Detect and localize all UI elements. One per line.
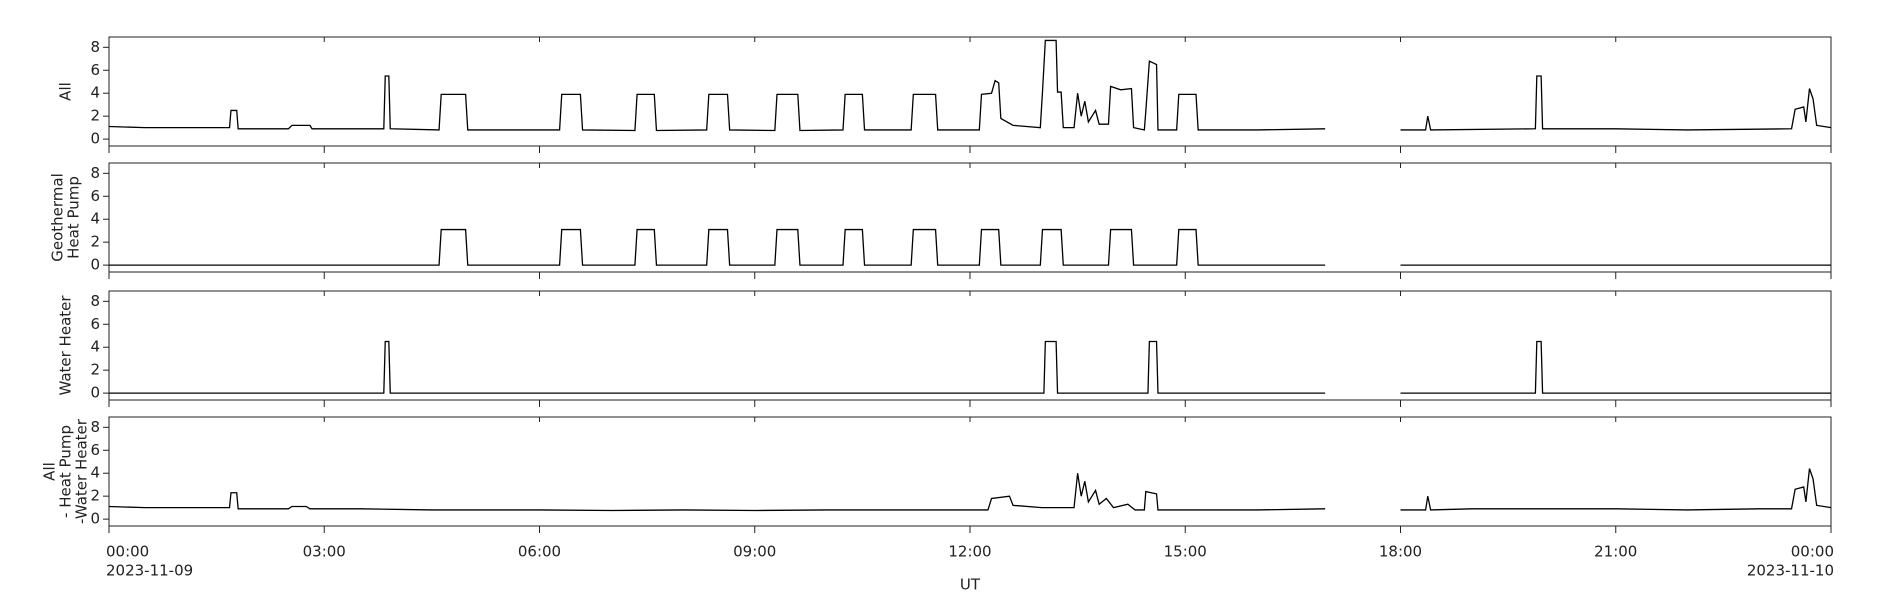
- x-tick-label: 21:00: [1594, 543, 1637, 561]
- data-line: [109, 228, 1831, 266]
- x-tick-label: 15:00: [1164, 543, 1207, 561]
- y-tick-label: 0: [90, 510, 100, 528]
- y-tick-label: 2: [90, 233, 100, 251]
- y-tick-label: 0: [90, 256, 100, 274]
- x-tick-label: 09:00: [733, 543, 776, 561]
- y-axis-label: -Water Heater: [73, 418, 91, 524]
- x-tick-label: 06:00: [518, 543, 561, 561]
- x-tick-label: 00:00: [106, 543, 149, 561]
- y-axis-label: All: [41, 462, 59, 481]
- y-tick-label: 4: [90, 210, 100, 228]
- y-axis-label: Heat Pump: [65, 176, 83, 259]
- y-tick-label: 6: [90, 441, 100, 459]
- y-tick-label: 4: [90, 464, 100, 482]
- y-tick-label: 8: [90, 292, 100, 310]
- y-tick-label: 2: [90, 487, 100, 505]
- panel-frame: [108, 162, 1832, 273]
- data-line: [108, 468, 1832, 512]
- x-tick-label: 03:00: [303, 543, 346, 561]
- y-axis-label: - Heat Pump: [57, 425, 75, 518]
- y-tick-label: 6: [90, 315, 100, 333]
- x-tick-label: 18:00: [1379, 543, 1422, 561]
- y-tick-label: 6: [90, 187, 100, 205]
- y-tick-label: 8: [90, 38, 100, 56]
- x-date-label: 2023-11-09: [106, 562, 193, 580]
- data-line: [108, 39, 1832, 132]
- y-tick-label: 0: [90, 130, 100, 148]
- x-date-label: 2023-11-10: [1747, 562, 1834, 580]
- y-tick-label: 2: [90, 361, 100, 379]
- x-tick-label: 00:00: [1791, 543, 1834, 561]
- y-axis-label: Geothermal: [49, 173, 67, 262]
- x-tick-label: 12:00: [948, 543, 991, 561]
- y-tick-label: 4: [90, 84, 100, 102]
- y-tick-label: 0: [90, 384, 100, 402]
- y-tick-label: 4: [90, 338, 100, 356]
- x-axis-label: UT: [960, 576, 981, 594]
- y-tick-label: 6: [90, 61, 100, 79]
- y-axis-label: Water Heater: [57, 295, 75, 396]
- y-tick-label: 2: [90, 107, 100, 125]
- y-axis-label: All: [57, 82, 75, 101]
- y-tick-label: 8: [90, 164, 100, 182]
- y-tick-label: 8: [90, 418, 100, 436]
- data-line: [109, 340, 1831, 394]
- panel-frame: [108, 290, 1832, 401]
